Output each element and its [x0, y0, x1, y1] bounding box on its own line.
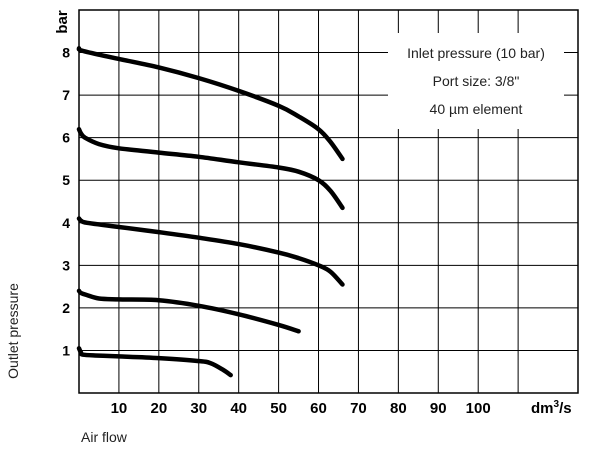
x-tick-label: 60	[310, 400, 327, 417]
curve-3	[76, 216, 345, 287]
curve-2	[76, 126, 345, 211]
y-tick-label: 5	[62, 172, 70, 188]
y-tick-label: 4	[62, 215, 70, 231]
x-tick-label: 100	[466, 400, 491, 417]
y-tick-label: 7	[62, 87, 70, 103]
curve-1	[76, 46, 345, 162]
annotation-box: Inlet pressure (10 bar) Port size: 3/8" 40…	[388, 33, 564, 129]
x-axis-title: Air flow	[81, 429, 128, 445]
y-tick-label: 2	[62, 300, 70, 316]
y-tick-label: 6	[62, 130, 70, 146]
x-tick-label: 40	[230, 400, 247, 417]
plot-frame	[78, 9, 579, 394]
y-tick-labels: 1 2 3 4 5 6 7 8	[62, 45, 70, 359]
x-unit-label: dm3/s	[531, 399, 572, 417]
annotation-line: Inlet pressure (10 bar)	[407, 45, 545, 61]
curve-5	[76, 346, 233, 378]
x-tick-label: 80	[390, 400, 407, 417]
x-tick-label: 50	[270, 400, 287, 417]
y-unit-label: bar	[54, 10, 71, 34]
annotation-background	[388, 33, 564, 129]
y-tick-label: 3	[62, 257, 70, 273]
x-tick-label: 90	[430, 400, 447, 417]
y-axis-title: Outlet pressure	[5, 283, 21, 379]
x-tick-label: 10	[111, 400, 128, 417]
curves	[76, 46, 345, 378]
y-tick-label: 8	[62, 45, 70, 61]
x-tick-label: 30	[190, 400, 207, 417]
curve-4	[76, 288, 301, 334]
annotation-line: 40 µm element	[430, 101, 523, 117]
x-tick-label: 70	[350, 400, 367, 417]
x-tick-labels: 10 20 30 40 50 60 70 80 90 100	[111, 400, 491, 417]
x-tick-label: 20	[150, 400, 167, 417]
annotation-line: Port size: 3/8"	[433, 73, 520, 89]
y-tick-label: 1	[62, 342, 70, 358]
grid	[78, 9, 579, 394]
